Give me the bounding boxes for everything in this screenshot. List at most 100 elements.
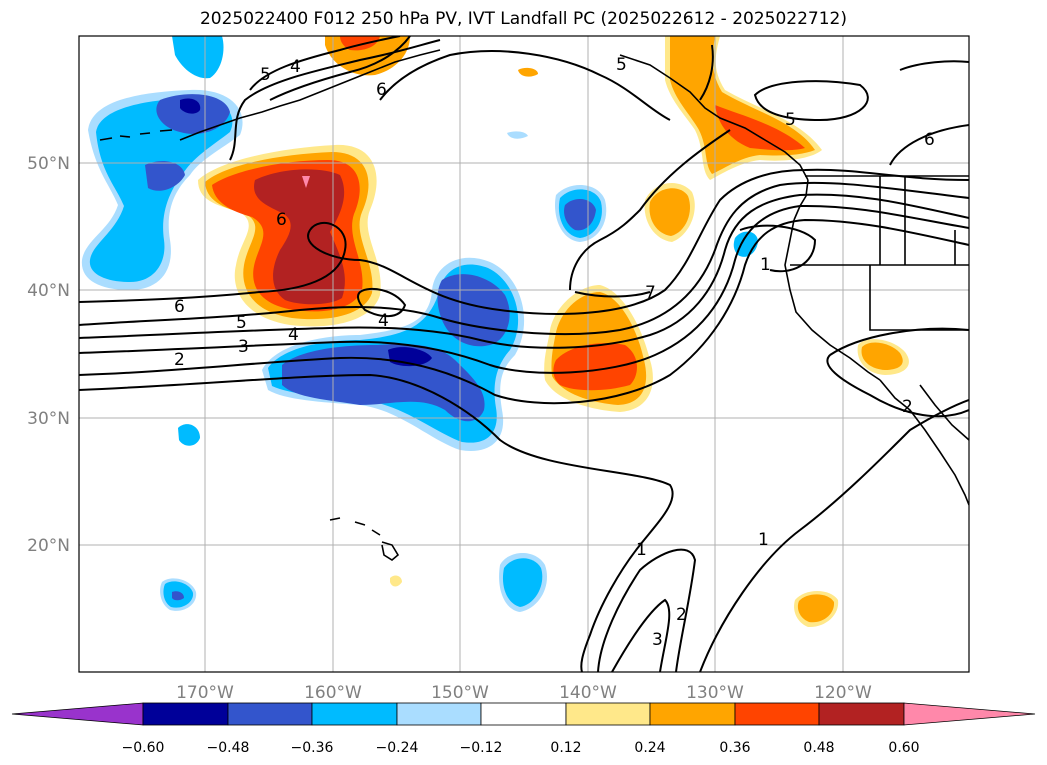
contour-label: 4 (288, 325, 299, 345)
contour-label: 5 (616, 55, 627, 75)
contour-label: 6 (924, 130, 935, 150)
fill-blob-nw-dark (156, 94, 230, 134)
contour-line-2-west (79, 218, 969, 405)
lat-tick-label: 20°N (27, 536, 70, 556)
contour-line-3-west (79, 204, 969, 374)
lat-tick-label: 40°N (27, 281, 70, 301)
colorbar-tick-label: 0.60 (888, 740, 919, 756)
coast-aleutians (99, 129, 173, 141)
coast-bc (793, 179, 809, 221)
contour-line-1-central (79, 373, 674, 672)
colorbar-tick-label: −0.48 (207, 740, 250, 756)
colorbar-bin (227, 702, 313, 726)
coast-us-west (784, 219, 881, 381)
contour-label: 3 (238, 337, 249, 357)
contour-line-6-northcenter (379, 44, 714, 121)
border-states (790, 176, 969, 331)
contour-line-5-west (79, 181, 969, 336)
fill-blob-small-blue (507, 131, 528, 139)
coast-baja (879, 379, 969, 506)
colorbar-tick-label: 0.48 (803, 740, 834, 756)
contour-line-4-west (79, 193, 969, 349)
contour-line-7 (569, 129, 731, 298)
coast-gulf-ca (919, 384, 969, 441)
colorbar-bin (565, 702, 651, 726)
fill-blob-w-pink (302, 176, 310, 188)
fill-blob-ne-orange (649, 188, 691, 236)
colorbar-bin (142, 702, 229, 726)
colorbar-tick-label: −0.24 (376, 740, 419, 756)
lon-tick-label: 130°W (686, 683, 744, 703)
fill-blob-hawaii-blue (178, 424, 200, 446)
contour-label: 1 (760, 255, 771, 275)
colorbar-bin (649, 702, 736, 726)
map-title: 2025022400 F012 250 hPa PV, IVT Landfall… (199, 9, 847, 29)
colorbar (11, 702, 1036, 726)
contour-label: 5 (260, 65, 271, 85)
longitude-tick-labels: 170°W 160°W 150°W 140°W 130°W 120°W (176, 683, 872, 703)
colorbar-extend-high (903, 702, 1036, 726)
colorbar-tick-label: 0.36 (719, 740, 750, 756)
contour-line-2-south (597, 548, 697, 672)
colorbar-tick-labels: −0.60 −0.48 −0.36 −0.24 −0.12 0.12 0.24 … (122, 740, 920, 756)
colorbar-tick-label: 0.24 (634, 740, 665, 756)
contour-line-1-ca (739, 224, 817, 273)
contour-label: 5 (785, 110, 796, 130)
pv-anomaly-fills (81, 36, 909, 628)
lon-tick-label: 120°W (814, 683, 872, 703)
contour-line-5-ne (753, 80, 869, 122)
ivt-contours (79, 36, 969, 672)
lon-tick-label: 140°W (559, 683, 617, 703)
lon-tick-label: 160°W (304, 683, 362, 703)
colorbar-bin (818, 702, 905, 726)
coast-hawaii (329, 517, 400, 561)
fill-blob-w-dark (254, 169, 345, 305)
contour-line-1-east (699, 399, 969, 672)
fill-blob-ak-orange (670, 36, 815, 174)
contour-line-5-north (249, 36, 401, 91)
fill-blob-hi-mid (502, 558, 543, 607)
contour-line-6-ne (889, 124, 969, 166)
fill-blob-se-red (553, 343, 637, 391)
contour-label: 6 (276, 210, 287, 230)
contour-line-4-west-loop (356, 287, 407, 318)
fill-blob-small-orange (518, 67, 538, 77)
contour-label: 6 (174, 297, 185, 317)
contour-label: 7 (645, 283, 656, 303)
contour-line-2-baja (826, 327, 969, 418)
fill-blob-se-small-orange (797, 594, 835, 623)
contour-label: 2 (676, 605, 687, 625)
contour-line-4-north (269, 36, 411, 101)
fill-blob-sw-dark (172, 591, 184, 601)
colorbar-bin (480, 702, 567, 726)
contour-labels: 6 5 4 3 2 4 6 4 5 6 5 5 6 7 1 2 1 2 3 1 (174, 55, 935, 650)
colorbar-bin (734, 702, 820, 726)
contour-line-6-west (79, 168, 969, 315)
contour-line-5-fareast (899, 60, 969, 71)
fill-blob-hawaii-yellow (390, 575, 402, 587)
coast-alaska-peninsula (179, 49, 441, 141)
contour-label: 6 (376, 80, 387, 100)
contour-label: 4 (290, 57, 301, 77)
fill-blob-top-blue (172, 36, 224, 79)
colorbar-tick-label: −0.60 (122, 740, 165, 756)
contour-label: 2 (174, 350, 185, 370)
colorbar-tick-label: 0.12 (550, 740, 581, 756)
contour-label: 3 (652, 630, 663, 650)
lat-tick-label: 30°N (27, 409, 70, 429)
colorbar-extend-low (11, 702, 144, 726)
contour-line-3-south (611, 598, 671, 672)
contour-label: 5 (236, 313, 247, 333)
map-frame (78, 35, 970, 673)
lat-tick-label: 50°N (27, 154, 70, 174)
fill-blob-nw-core (180, 98, 201, 114)
latitude-tick-labels: 50°N 40°N 30°N 20°N (27, 154, 70, 556)
contour-label: 2 (902, 397, 913, 417)
colorbar-tick-label: −0.12 (460, 740, 503, 756)
fill-blob-nw-small (145, 161, 185, 191)
lon-tick-label: 170°W (176, 683, 234, 703)
fill-blob-baja-orange (861, 342, 903, 370)
lon-tick-label: 150°W (431, 683, 489, 703)
colorbar-bin (396, 702, 482, 726)
